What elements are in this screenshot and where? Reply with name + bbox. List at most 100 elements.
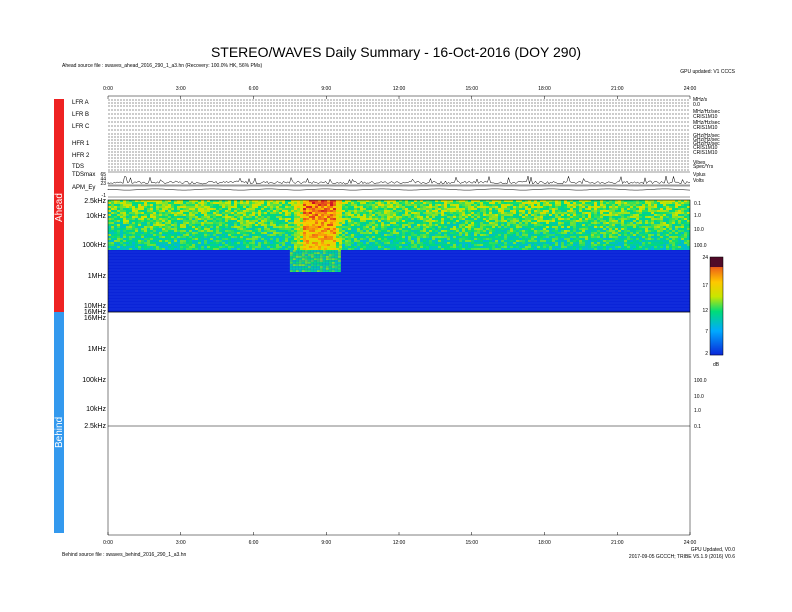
spectrogram-cell — [372, 246, 375, 248]
spectrogram-cell — [468, 210, 471, 212]
spectrogram-cell — [546, 202, 549, 204]
spectrogram-cell — [312, 244, 315, 246]
spectrogram-cell — [495, 240, 498, 242]
spectrogram-cell — [570, 214, 573, 216]
spectrogram-cell — [210, 218, 213, 220]
spectrogram-cell — [297, 208, 300, 210]
right-panel-label: Volts — [693, 178, 704, 184]
spectrogram-cell — [660, 208, 663, 210]
spectrogram-cell — [150, 218, 153, 220]
spectrogram-cell — [348, 224, 351, 226]
spectrogram-cell — [675, 216, 678, 218]
spectrogram-cell — [372, 212, 375, 214]
spectrogram-cell — [507, 200, 510, 202]
spectrogram-cell — [165, 202, 168, 204]
spectrogram-cell — [231, 202, 234, 204]
spectrogram-cell — [663, 218, 666, 220]
spectrogram-cell — [642, 248, 645, 250]
spectrogram-cell — [447, 246, 450, 248]
spectrogram-cell — [336, 248, 339, 250]
spectrogram-cell — [162, 246, 165, 248]
spectrogram-cell — [156, 224, 159, 226]
spectrogram-cell — [156, 244, 159, 246]
spectrogram-cell — [279, 244, 282, 246]
spectrogram-cell — [636, 200, 639, 202]
spectrogram-cell — [444, 232, 447, 234]
spectrogram-cell — [525, 208, 528, 210]
spectrogram-cell — [648, 248, 651, 250]
spectrogram-cell — [315, 212, 318, 214]
spectrogram-cell — [558, 246, 561, 248]
spectrogram-cell — [528, 240, 531, 242]
spectrogram-cell — [447, 226, 450, 228]
spectrogram-cell — [234, 224, 237, 226]
spectrogram-cell — [579, 232, 582, 234]
spectrogram-cell — [567, 204, 570, 206]
spectrogram-cell — [417, 240, 420, 242]
spectrogram-cell — [411, 216, 414, 218]
spectrogram-cell — [111, 200, 114, 202]
spectrogram-cell — [684, 226, 687, 228]
spectrogram-cell — [240, 230, 243, 232]
spectrogram-cell — [291, 246, 294, 248]
spectrogram-cell — [591, 210, 594, 212]
spectrogram-cell — [414, 240, 417, 242]
spectrogram-cell — [651, 220, 654, 222]
spectrogram-cell — [126, 202, 129, 204]
spectrogram-cell — [420, 248, 423, 250]
spectrogram-cell — [300, 232, 303, 234]
spectrogram-cell — [288, 222, 291, 224]
spectrogram-cell — [612, 210, 615, 212]
spectrogram-cell — [315, 242, 318, 244]
spectrogram-cell — [291, 240, 294, 242]
spectrogram-cell — [225, 210, 228, 212]
spectrogram-cell — [255, 248, 258, 250]
spectrogram-cell — [324, 222, 327, 224]
spectrogram-cell — [474, 236, 477, 238]
spectrogram-cell — [486, 216, 489, 218]
spectrogram-cell — [390, 226, 393, 228]
spectrogram-cell — [648, 244, 651, 246]
spectrogram-cell — [141, 224, 144, 226]
spectrogram-cell — [597, 216, 600, 218]
spectrogram-cell — [129, 200, 132, 202]
spectrogram-cell — [189, 244, 192, 246]
spectrogram-cell — [390, 228, 393, 230]
spectrogram-cell — [672, 222, 675, 224]
spectrogram-cell — [609, 204, 612, 206]
spectrogram-cell — [264, 234, 267, 236]
spectrogram-cell — [465, 232, 468, 234]
spectrogram-cell — [498, 232, 501, 234]
spectrogram-cell — [423, 206, 426, 208]
spectrogram-cell — [633, 202, 636, 204]
spectrogram-cell — [654, 206, 657, 208]
spectrogram-cell — [642, 242, 645, 244]
spectrogram-cell — [645, 206, 648, 208]
spectrogram-cell — [576, 204, 579, 206]
spectrogram-cell — [264, 246, 267, 248]
spectrogram-cell — [606, 210, 609, 212]
spectrogram-burst-cell — [313, 252, 317, 254]
spectrogram-cell — [339, 210, 342, 212]
spectrogram-cell — [624, 216, 627, 218]
spectrogram-cell — [267, 236, 270, 238]
spectrogram-cell — [174, 244, 177, 246]
spectrogram-cell — [207, 220, 210, 222]
spectrogram-cell — [159, 232, 162, 234]
spectrogram-cell — [636, 232, 639, 234]
spectrogram-cell — [582, 214, 585, 216]
spectrogram-cell — [444, 242, 447, 244]
spectrogram-cell — [390, 200, 393, 202]
spectrogram-cell — [420, 246, 423, 248]
spectrogram-cell — [159, 204, 162, 206]
right-panel-label: GHz/Hz/sec — [693, 137, 720, 143]
spectrogram-cell — [333, 240, 336, 242]
spectrogram-cell — [315, 236, 318, 238]
spectrogram-cell — [597, 246, 600, 248]
spectrogram-cell — [492, 224, 495, 226]
spectrogram-cell — [648, 238, 651, 240]
spectrogram-cell — [321, 202, 324, 204]
spectrogram-cell — [258, 200, 261, 202]
spectrogram-cell — [522, 234, 525, 236]
